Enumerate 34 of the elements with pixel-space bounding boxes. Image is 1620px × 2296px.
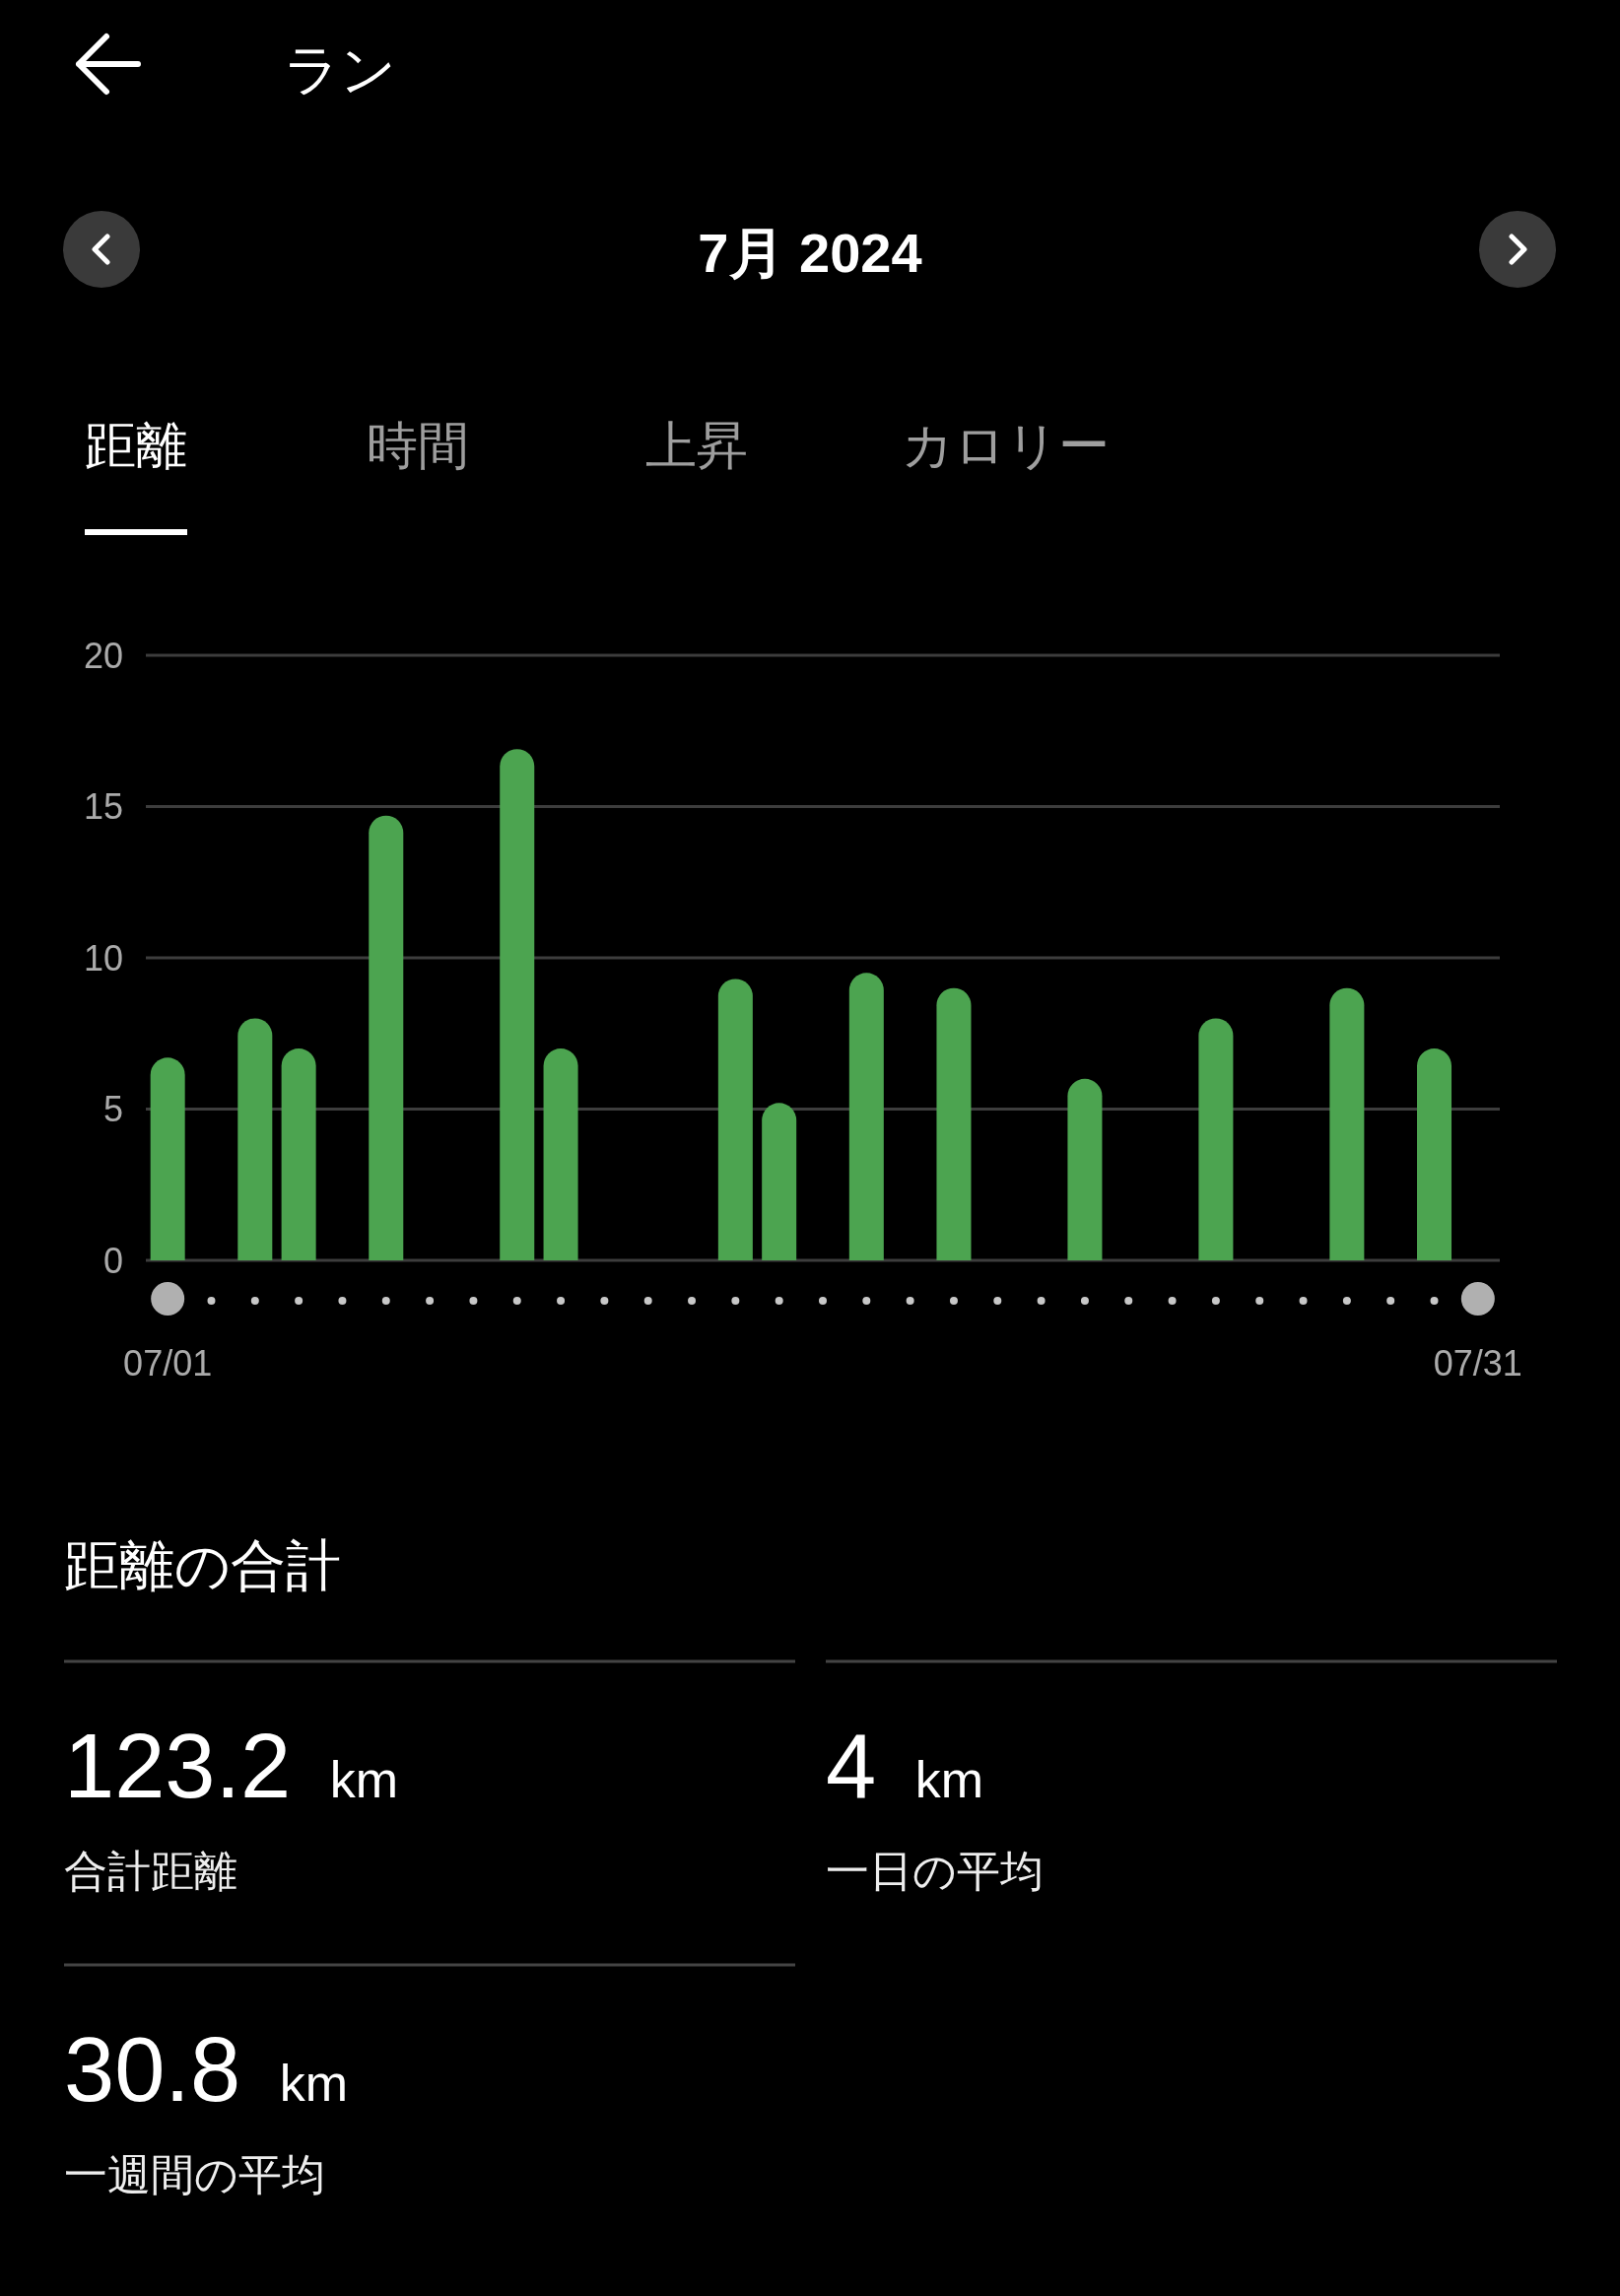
chart-subtitle: 7月 2024	[698, 222, 922, 284]
bar	[543, 1048, 578, 1260]
bar	[237, 1018, 273, 1260]
y-tick-label: 0	[102, 1240, 123, 1281]
bar	[717, 979, 753, 1260]
text: 時間	[367, 417, 469, 474]
text: カロリー	[902, 417, 1110, 474]
text: 30.8 km	[64, 2019, 348, 2120]
y-tick-label: 20	[83, 635, 123, 676]
bar	[1329, 987, 1365, 1260]
text: 合計距離	[64, 1847, 237, 1895]
bar	[848, 973, 884, 1260]
bar	[1198, 1018, 1234, 1260]
bar	[762, 1103, 797, 1260]
bar	[369, 815, 404, 1260]
bar	[281, 1048, 316, 1260]
x-tick-label: 07/31	[1433, 1343, 1522, 1384]
y-tick-label: 10	[83, 937, 123, 979]
y-tick-label: 15	[83, 786, 123, 827]
y-tick-label: 5	[102, 1089, 123, 1129]
text: 距離の合計	[64, 1534, 341, 1596]
text: 123.2 km	[64, 1716, 399, 1816]
x-tick-label: 07/01	[123, 1343, 213, 1384]
text: 距離	[85, 417, 187, 474]
bar	[500, 749, 535, 1260]
bar	[936, 987, 972, 1260]
text: 上昇	[645, 417, 748, 474]
text: 4 km	[826, 1716, 984, 1816]
bar	[1067, 1078, 1103, 1260]
text: 一週間の平均	[64, 2150, 325, 2198]
text: 一日の平均	[826, 1847, 1044, 1895]
bar	[1417, 1048, 1452, 1260]
chart-title: ラン	[284, 38, 396, 101]
bar	[150, 1057, 185, 1260]
